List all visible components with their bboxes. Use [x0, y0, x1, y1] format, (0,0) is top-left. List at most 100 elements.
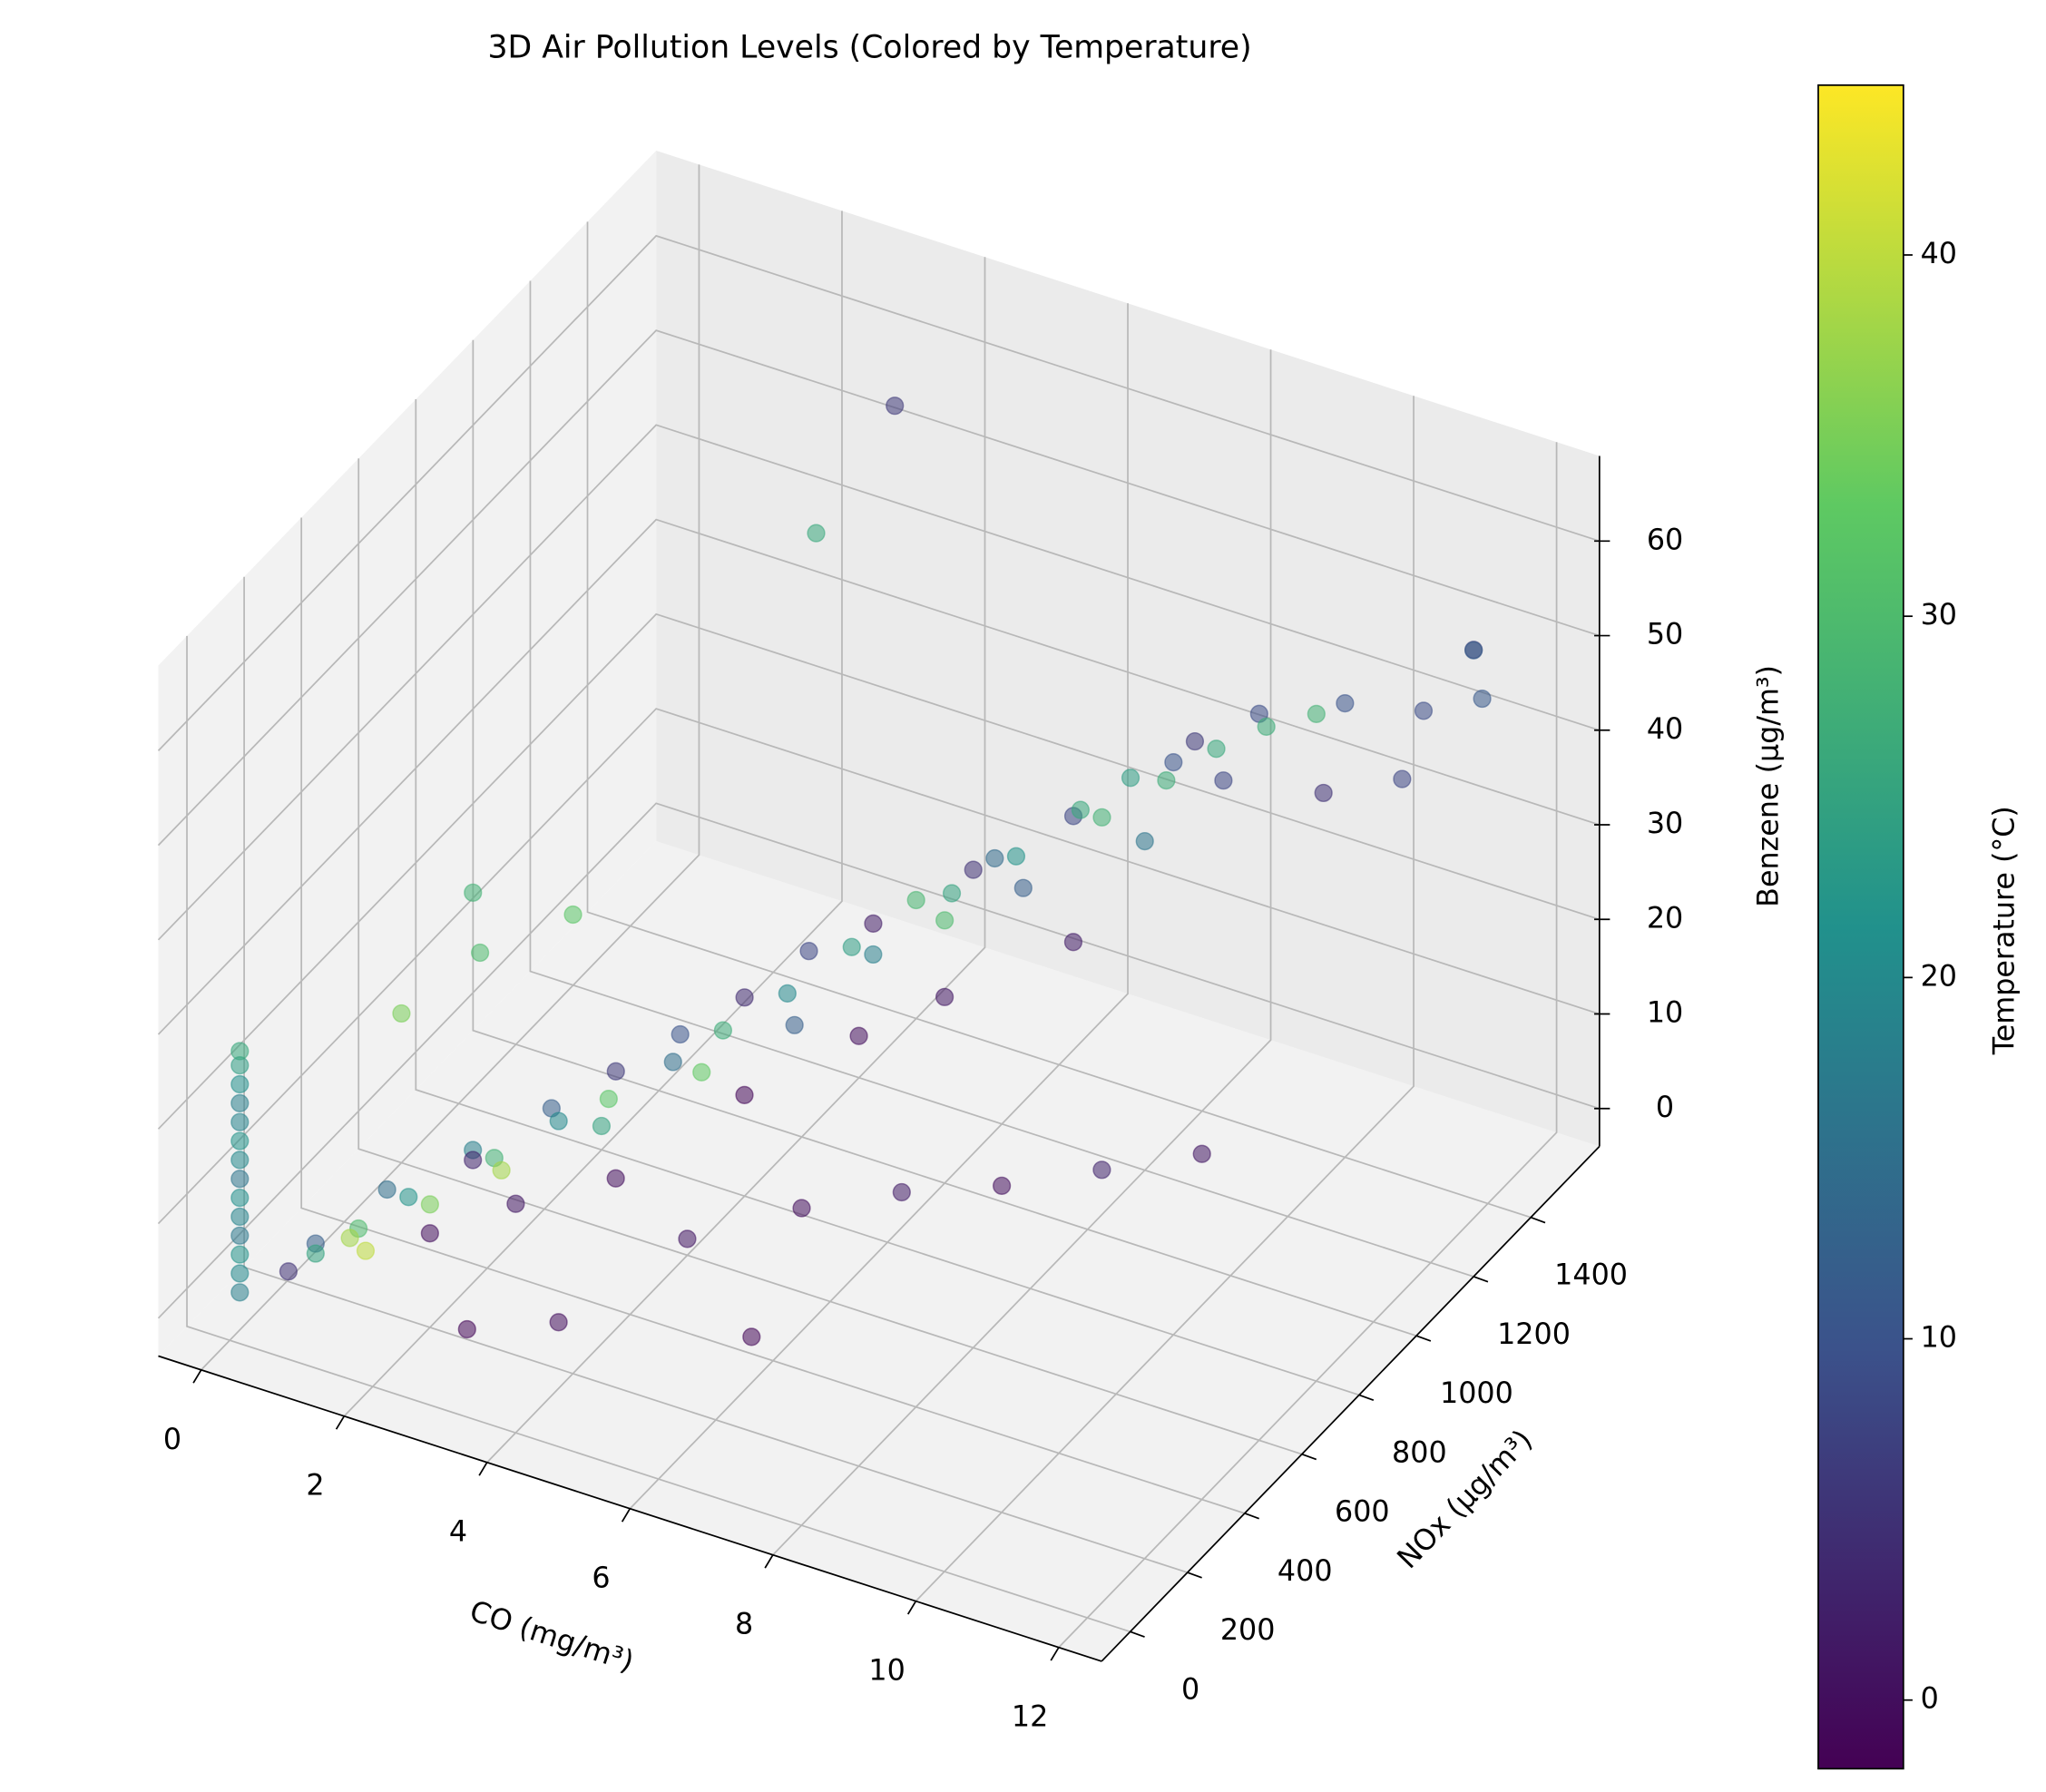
point — [377, 1180, 396, 1200]
point — [506, 1194, 525, 1213]
point — [606, 1169, 625, 1188]
y-tick-label: 800 — [1392, 1436, 1447, 1469]
point — [864, 914, 883, 933]
y-tick-label: 1000 — [1440, 1377, 1513, 1410]
point — [230, 1112, 250, 1131]
point — [1464, 641, 1483, 660]
x-tick — [764, 1554, 774, 1569]
y-tick-label: 1400 — [1554, 1259, 1628, 1292]
y-tick-label: 1200 — [1497, 1318, 1571, 1351]
colorbar-tick-label: 40 — [1921, 238, 1957, 270]
point — [230, 1226, 250, 1245]
y-tick-label: 0 — [1181, 1673, 1199, 1706]
point — [799, 942, 818, 961]
point — [340, 1229, 359, 1248]
z-tick-label: 10 — [1647, 997, 1683, 1030]
point — [942, 884, 962, 903]
x-tick-label: 2 — [306, 1470, 324, 1503]
point — [399, 1188, 418, 1207]
point — [457, 1319, 476, 1339]
point — [1164, 753, 1183, 772]
point — [1336, 693, 1355, 713]
point — [549, 1111, 568, 1131]
x-tick — [192, 1369, 202, 1384]
point — [392, 1004, 411, 1023]
grid-line — [472, 339, 1417, 1337]
y-tick — [1301, 1453, 1317, 1461]
point — [230, 1151, 250, 1170]
y-tick — [1415, 1335, 1432, 1342]
point — [599, 1090, 618, 1109]
grid-line — [157, 329, 1601, 847]
grid-line — [300, 517, 1246, 1514]
point — [356, 1241, 376, 1260]
z-tick-label: 0 — [1656, 1092, 1674, 1124]
point — [842, 937, 861, 956]
point — [592, 1116, 612, 1136]
point — [420, 1224, 439, 1243]
point — [964, 860, 983, 879]
colorbar-tick-label: 0 — [1921, 1683, 1939, 1716]
point — [230, 1042, 250, 1061]
grid-line — [529, 280, 1474, 1278]
point — [492, 1160, 511, 1180]
z-tick-label: 20 — [1647, 902, 1683, 935]
point — [1214, 771, 1233, 790]
y-tick — [1473, 1276, 1489, 1283]
colorbar-tick-label: 10 — [1921, 1322, 1957, 1355]
grid-line — [157, 802, 1601, 1319]
point — [671, 1024, 690, 1044]
x-tick-label: 6 — [592, 1562, 610, 1595]
grid-line — [186, 635, 1131, 1633]
point — [306, 1244, 325, 1263]
grid-line — [415, 399, 1360, 1396]
x-tick — [906, 1601, 917, 1615]
z-tick-label: 30 — [1647, 808, 1683, 840]
point — [864, 945, 883, 965]
point — [993, 1176, 1012, 1195]
grid-line — [772, 349, 1272, 1556]
point — [230, 1264, 250, 1283]
grid-line — [357, 458, 1303, 1455]
point — [1257, 717, 1276, 736]
x-tick — [1050, 1647, 1060, 1661]
point — [606, 1062, 625, 1081]
y-axis — [1101, 1145, 1601, 1662]
point — [1314, 783, 1333, 803]
grid-line — [586, 221, 1532, 1219]
point — [935, 911, 954, 930]
point — [230, 1283, 250, 1302]
point — [985, 848, 1004, 868]
y-tick-label: 400 — [1278, 1555, 1333, 1588]
colorbar-label: Temperature (°C) — [1988, 806, 2021, 1055]
point — [279, 1262, 298, 1281]
z-tick-label: 50 — [1647, 619, 1683, 651]
z-tick-label: 60 — [1647, 524, 1683, 556]
y-tick — [1187, 1572, 1202, 1579]
point — [735, 1085, 754, 1104]
point — [1393, 769, 1412, 788]
y-tick — [1358, 1394, 1375, 1402]
point — [464, 883, 483, 902]
grid-line — [157, 424, 1601, 941]
point — [1157, 770, 1176, 790]
point — [778, 984, 797, 1003]
point — [1013, 878, 1033, 897]
y-tick-label: 200 — [1220, 1614, 1276, 1647]
point — [678, 1229, 697, 1249]
point — [1192, 1144, 1211, 1163]
x-tick-label: 4 — [449, 1516, 467, 1549]
colorbar-tick-label: 30 — [1921, 599, 1957, 632]
x-tick — [335, 1415, 346, 1430]
y-tick — [1244, 1513, 1259, 1520]
point — [1135, 831, 1154, 851]
point — [1207, 739, 1226, 759]
point — [892, 1182, 911, 1202]
z-axis-label: Benzene (µg/m³) — [1753, 665, 1786, 907]
point — [713, 1021, 733, 1040]
point — [230, 1131, 250, 1151]
point — [785, 1015, 804, 1034]
grid-line — [343, 211, 843, 1417]
point — [935, 987, 954, 1006]
